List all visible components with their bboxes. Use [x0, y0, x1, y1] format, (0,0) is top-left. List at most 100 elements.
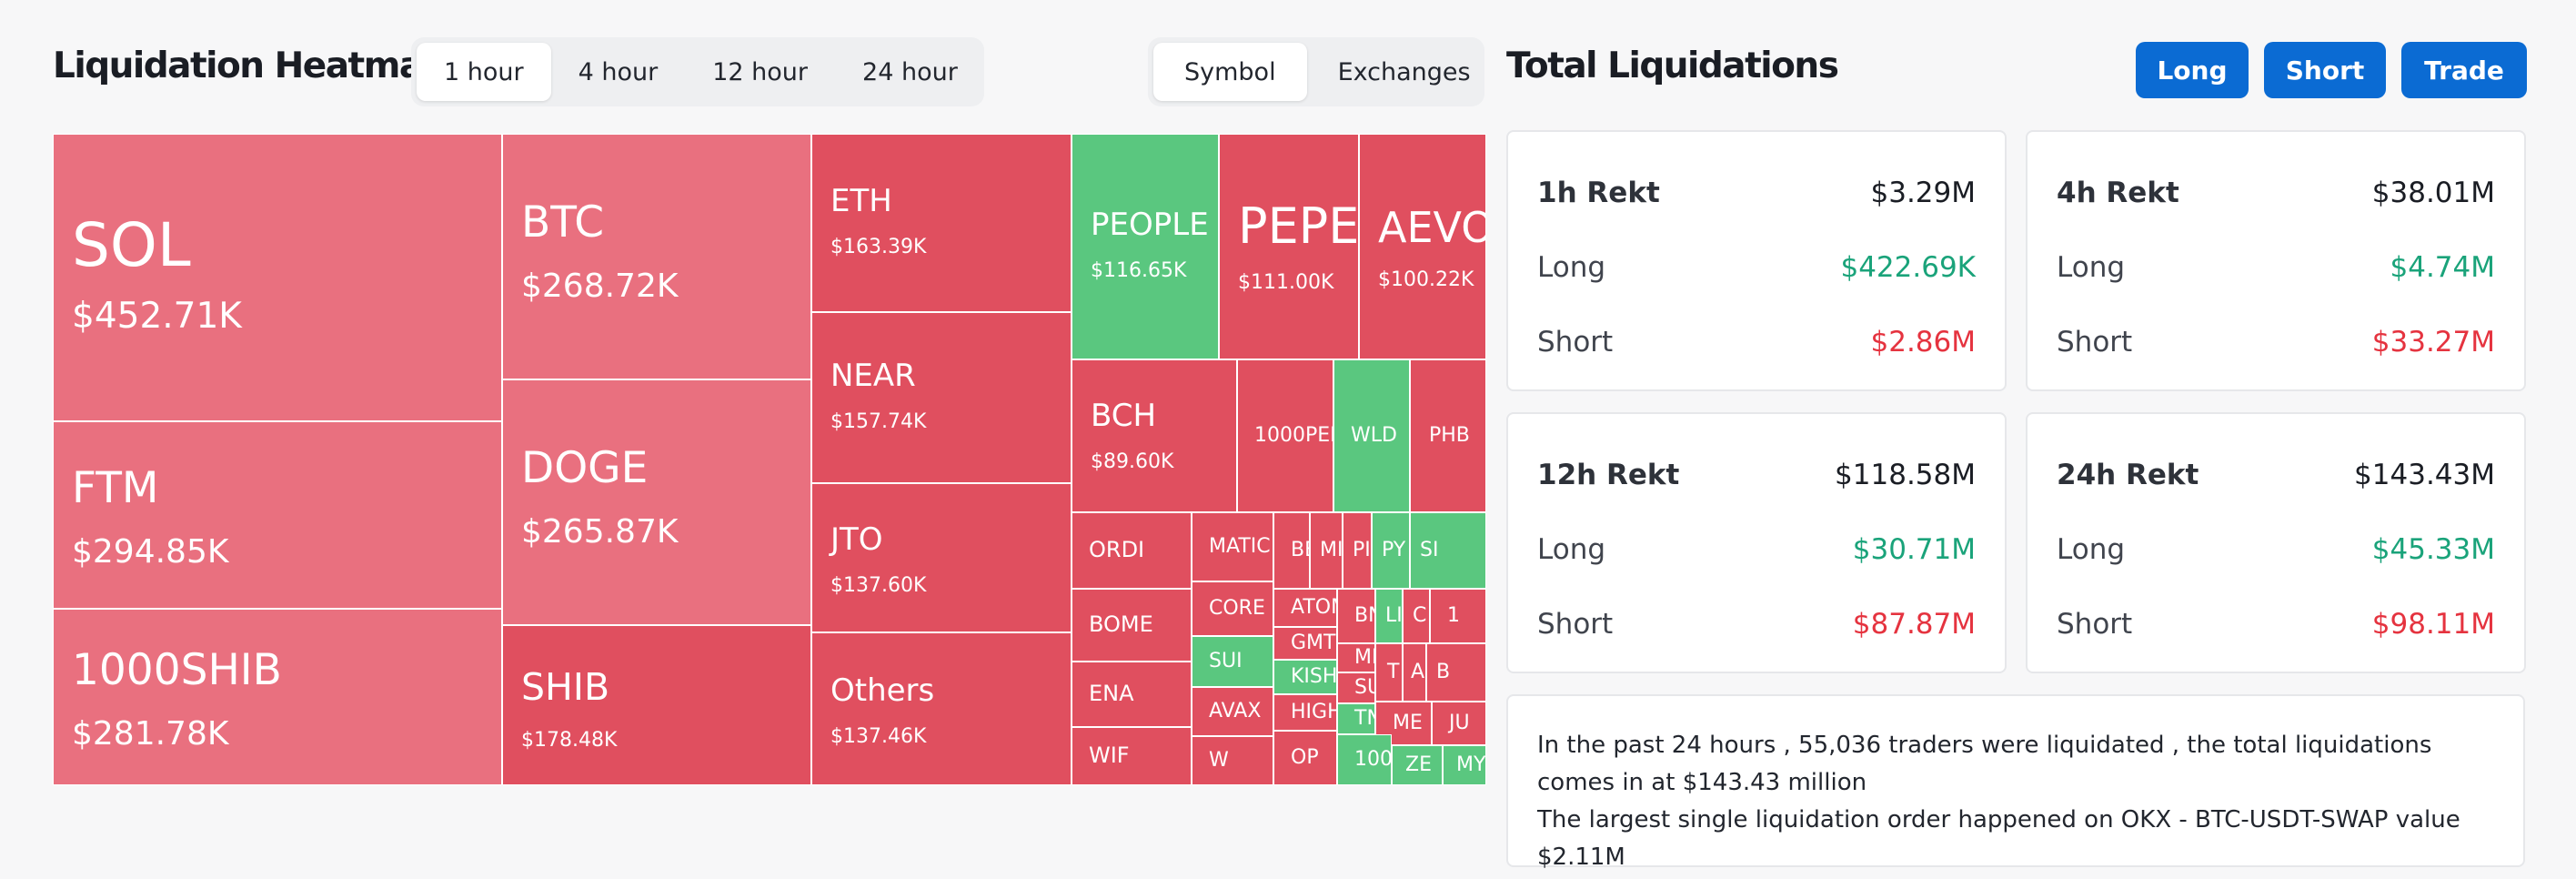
treemap-tile-tns[interactable]: TNS: [1337, 703, 1375, 734]
tile-symbol: A: [1411, 661, 1425, 684]
treemap-tile-wld[interactable]: WLD: [1333, 359, 1410, 512]
tile-symbol: SI: [1420, 539, 1439, 562]
treemap-tile-phb[interactable]: PHB: [1410, 359, 1486, 512]
treemap-tile-my[interactable]: MY: [1443, 745, 1486, 785]
long-label: Long: [2057, 251, 2126, 284]
card-header-row: 12h Rekt $118.58M: [1537, 438, 1976, 512]
tile-symbol: 1000PEPE: [1254, 424, 1333, 448]
treemap-tile-ju[interactable]: JU: [1432, 702, 1486, 745]
treemap-tile-ftm[interactable]: FTM $294.85K: [53, 421, 502, 609]
treemap-tile-high[interactable]: HIGH: [1273, 694, 1337, 731]
tile-value: $268.72K: [521, 268, 679, 306]
treemap-tile-op[interactable]: OP: [1273, 731, 1337, 785]
long-value: $30.71M: [1852, 533, 1976, 566]
short-button[interactable]: Short: [2264, 42, 2386, 98]
treemap-tile-c[interactable]: C: [1403, 589, 1430, 643]
tile-symbol: 100: [1354, 748, 1392, 772]
tab-4-hour[interactable]: 4 hour: [578, 57, 659, 86]
treemap-tile-people[interactable]: PEOPLE $116.65K: [1072, 134, 1219, 359]
treemap-tile-pepe[interactable]: PEPE $111.00K: [1219, 134, 1359, 359]
treemap-tile-pi[interactable]: PI: [1343, 512, 1372, 589]
treemap-tile-shib[interactable]: SHIB $178.48K: [502, 625, 811, 785]
treemap-tile-1000pepe[interactable]: 1000PEPE: [1237, 359, 1333, 512]
tab-24-hour[interactable]: 24 hour: [862, 57, 958, 86]
treemap-tile-doge[interactable]: DOGE $265.87K: [502, 379, 811, 625]
tile-symbol: BN: [1354, 604, 1374, 628]
tile-symbol: ORDI: [1089, 537, 1145, 563]
treemap-tile-avax[interactable]: AVAX: [1192, 687, 1273, 736]
rekt-card-1h: 1h Rekt $3.29M Long $422.69K Short $2.86…: [1506, 130, 2007, 391]
trade-button[interactable]: Trade: [2401, 42, 2527, 98]
tile-symbol: MATIC: [1209, 535, 1271, 559]
treemap-tile-1000shib[interactable]: 1000SHIB $281.78K: [53, 609, 502, 785]
heatmap-title: Liquidation Heatmap: [53, 45, 448, 86]
tile-symbol: BB: [1291, 539, 1309, 562]
treemap-tile-gmt[interactable]: GMT: [1273, 627, 1337, 660]
short-label: Short: [2057, 326, 2133, 359]
tile-symbol: GMT: [1291, 631, 1336, 655]
treemap-tile-bch[interactable]: BCH $89.60K: [1072, 359, 1237, 512]
tab-symbol[interactable]: Symbol: [1153, 43, 1307, 101]
treemap-tile-matic[interactable]: MATIC: [1192, 512, 1273, 581]
treemap-tile-mi[interactable]: MI: [1310, 512, 1343, 589]
treemap-tile-bn[interactable]: BN: [1337, 589, 1375, 643]
tile-symbol: FTM: [72, 463, 159, 513]
tab-12-hour[interactable]: 12 hour: [712, 57, 809, 86]
tile-symbol: PHB: [1429, 424, 1470, 448]
long-label: Long: [1537, 251, 1606, 284]
treemap-tile-near[interactable]: NEAR $157.74K: [811, 312, 1072, 483]
tile-value: $178.48K: [521, 729, 618, 753]
tile-symbol: PI: [1353, 539, 1371, 562]
treemap-tile-others[interactable]: Others $137.46K: [811, 632, 1072, 785]
card-header-row: 24h Rekt $143.43M: [2057, 438, 2495, 512]
treemap-tile-jto[interactable]: JTO $137.60K: [811, 483, 1072, 632]
long-value: $4.74M: [2390, 251, 2496, 284]
treemap-tile-bb[interactable]: BB: [1273, 512, 1310, 589]
treemap-tile-aevo[interactable]: AEVO $100.22K: [1359, 134, 1486, 359]
card-long-row: Long $30.71M: [1537, 512, 1976, 587]
treemap-tile-kish[interactable]: KISH: [1273, 660, 1337, 694]
short-value: $87.87M: [1852, 608, 1976, 641]
treemap-tile-eth[interactable]: ETH $163.39K: [811, 134, 1072, 312]
tile-symbol: ME: [1393, 712, 1423, 735]
card-short-row: Short $87.87M: [1537, 587, 1976, 662]
long-button[interactable]: Long: [2136, 42, 2249, 98]
tile-symbol: BOME: [1089, 611, 1153, 638]
tab-1-hour[interactable]: 1 hour: [417, 43, 551, 101]
tile-symbol: PEOPLE: [1091, 207, 1209, 243]
treemap-tile-si[interactable]: SI: [1410, 512, 1486, 589]
treemap-tile-py[interactable]: PY: [1372, 512, 1410, 589]
treemap-tile-sus[interactable]: SUS: [1337, 672, 1375, 703]
summary-line-1: In the past 24 hours , 55,036 traders we…: [1537, 732, 2432, 796]
short-label: Short: [2057, 608, 2133, 641]
treemap-tile-core[interactable]: CORE: [1192, 581, 1273, 636]
card-short-row: Short $33.27M: [2057, 305, 2495, 379]
treemap-tile-ze[interactable]: ZE: [1392, 745, 1443, 785]
tile-symbol: BTC: [521, 197, 605, 248]
tile-value: $89.60K: [1091, 450, 1174, 474]
treemap-tile-t[interactable]: T: [1375, 643, 1403, 702]
treemap-tile-bome[interactable]: BOME: [1072, 589, 1192, 662]
tile-symbol: MEW: [1354, 646, 1374, 670]
rekt-card-12h: 12h Rekt $118.58M Long $30.71M Short $87…: [1506, 412, 2007, 673]
treemap-tile-w[interactable]: W: [1192, 736, 1273, 785]
treemap-tile-atom[interactable]: ATOM: [1273, 589, 1337, 627]
treemap-tile-btc[interactable]: BTC $268.72K: [502, 134, 811, 379]
treemap-tile-ordi[interactable]: ORDI: [1072, 512, 1192, 589]
treemap-tile-a[interactable]: A: [1403, 643, 1426, 702]
tab-exchanges[interactable]: Exchanges: [1337, 57, 1471, 86]
tile-symbol: BCH: [1091, 398, 1157, 434]
treemap-tile-1[interactable]: 1: [1430, 589, 1486, 643]
treemap-tile-mew[interactable]: MEW: [1337, 643, 1375, 672]
treemap-tile-ena[interactable]: ENA: [1072, 662, 1192, 727]
treemap-tile-sui[interactable]: SUI: [1192, 636, 1273, 687]
tile-symbol: PY: [1382, 539, 1406, 562]
tile-symbol: ETH: [830, 183, 892, 219]
treemap-tile-b[interactable]: B: [1426, 643, 1486, 702]
card-header-row: 4h Rekt $38.01M: [2057, 156, 2495, 230]
treemap-tile-wif[interactable]: WIF: [1072, 727, 1192, 785]
treemap-tile-100[interactable]: 100: [1337, 734, 1392, 785]
treemap-tile-li[interactable]: LI: [1375, 589, 1403, 643]
treemap-tile-sol[interactable]: SOL $452.71K: [53, 134, 502, 421]
tile-symbol: TNS: [1354, 707, 1374, 731]
